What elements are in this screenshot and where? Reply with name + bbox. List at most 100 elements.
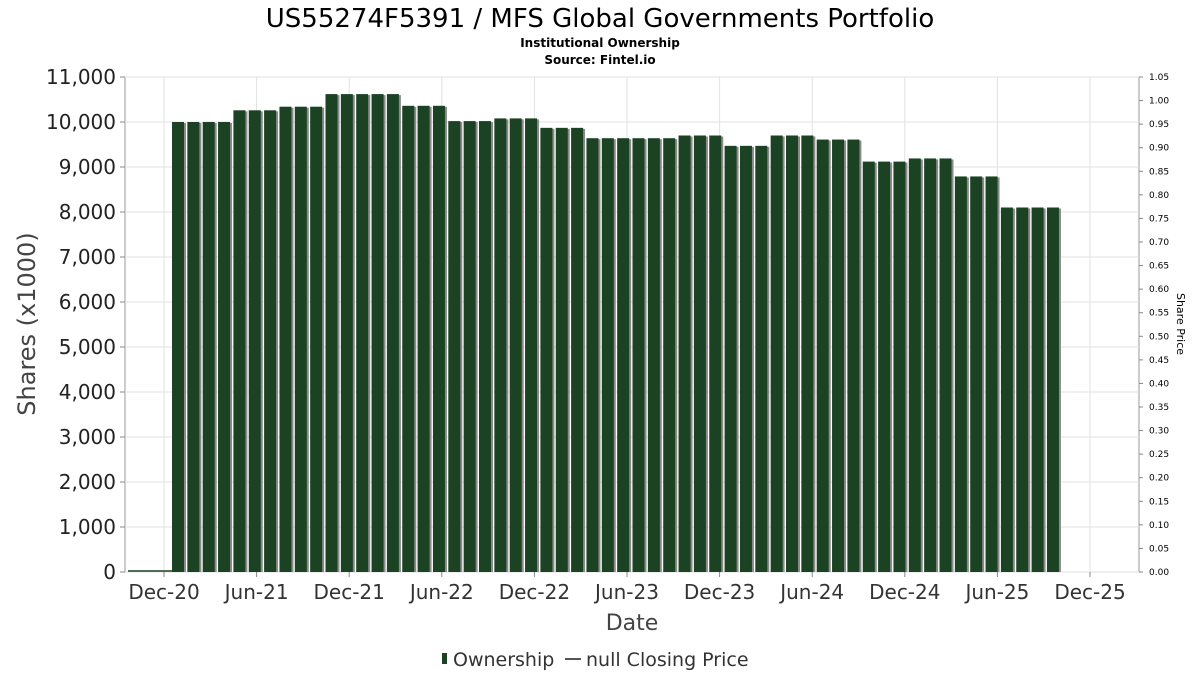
y2-tick-label: 0.55 <box>1149 309 1169 319</box>
bars-group <box>128 94 1061 573</box>
y-axis-label: Shares (x1000) <box>13 232 41 415</box>
bar <box>878 161 891 572</box>
bar <box>601 138 614 572</box>
bar <box>893 161 906 572</box>
bar <box>402 105 415 573</box>
y2-tick-label: 0.45 <box>1149 356 1169 366</box>
bar <box>770 135 783 572</box>
x-tick-label: Jun-24 <box>778 580 844 604</box>
bar <box>847 139 860 573</box>
bar <box>724 145 737 572</box>
y2-tick-label: 1.00 <box>1149 97 1169 107</box>
bar <box>985 176 998 572</box>
chart-source: Source: Fintel.io <box>544 53 655 67</box>
bar <box>494 118 507 573</box>
x-tick-label: Dec-22 <box>499 580 570 604</box>
x-tick-label: Dec-24 <box>869 580 940 604</box>
bar <box>417 105 430 573</box>
bar <box>448 121 461 572</box>
y2-tick-label: 0.90 <box>1149 144 1169 154</box>
bar <box>1016 207 1029 572</box>
bar <box>264 110 277 573</box>
bar <box>509 118 522 573</box>
y-axis-right: 0.00 0.05 0.10 0.15 0.20 0.25 0.30 0.35 0.40 0.45… <box>1139 73 1169 578</box>
y2-tick-label: 0.65 <box>1149 262 1169 272</box>
y2-tick-label: 0.15 <box>1149 497 1169 507</box>
bar <box>540 127 553 572</box>
bar <box>463 121 476 572</box>
y-tick-label: 4,000 <box>59 380 116 404</box>
bar <box>1000 207 1013 572</box>
bar <box>647 138 660 572</box>
y2-tick-label: 0.85 <box>1149 167 1169 177</box>
y2-tick-label: 0.70 <box>1149 238 1169 248</box>
bar <box>340 94 353 572</box>
y-tick-label: 11,000 <box>46 65 116 89</box>
y2-tick-label: 1.05 <box>1149 73 1169 83</box>
legend: Ownership null Closing Price <box>442 649 749 671</box>
bar <box>432 105 445 573</box>
y2-tick-label: 0.00 <box>1149 568 1169 578</box>
bar <box>663 138 676 572</box>
y-tick-label: 7,000 <box>59 245 116 269</box>
bar <box>233 110 246 573</box>
bar <box>786 135 798 572</box>
y2-tick-label: 0.50 <box>1149 332 1169 342</box>
bar <box>816 139 829 573</box>
y-tick-label: 2,000 <box>59 470 116 494</box>
bar <box>202 122 215 572</box>
y2-tick-label: 0.75 <box>1149 214 1169 224</box>
bar <box>1046 207 1059 572</box>
x-tick-label: Jun-22 <box>408 580 474 604</box>
bar <box>832 139 845 573</box>
bar <box>371 94 384 572</box>
y2-tick-label: 0.30 <box>1149 427 1169 437</box>
y-tick-label: 5,000 <box>59 335 116 359</box>
y2-tick-label: 0.80 <box>1149 191 1169 201</box>
x-axis: Dec-20 Jun-21 Dec-21 Jun-22 Dec-22 Jun-23 Dec-… <box>128 572 1126 604</box>
y-tick-label: 9,000 <box>59 155 116 179</box>
chart-title: US55274F5391 / MFS Global Governments Po… <box>266 4 934 34</box>
bar <box>924 158 937 572</box>
y2-tick-label: 0.20 <box>1149 474 1169 484</box>
bar <box>294 106 307 572</box>
bar <box>525 118 538 573</box>
bar <box>908 158 921 572</box>
y-tick-label: 0 <box>103 560 116 584</box>
x-tick-label: Dec-20 <box>128 580 199 604</box>
bar <box>325 94 338 572</box>
bar <box>310 106 323 572</box>
bar <box>617 138 630 572</box>
y2-tick-label: 0.35 <box>1149 403 1169 413</box>
bar <box>586 138 599 572</box>
bar <box>678 135 691 572</box>
x-tick-label: Dec-23 <box>684 580 755 604</box>
bar <box>479 121 491 572</box>
bar <box>356 94 369 572</box>
x-tick-label: Jun-25 <box>963 580 1029 604</box>
bar <box>172 122 184 572</box>
y2-tick-label: 0.95 <box>1149 120 1169 130</box>
x-tick-label: Dec-21 <box>314 580 385 604</box>
y2-tick-label: 0.40 <box>1149 379 1169 389</box>
bar <box>187 122 200 572</box>
chart-subtitle: Institutional Ownership <box>520 36 680 50</box>
bar <box>571 127 584 572</box>
y-tick-label: 1,000 <box>59 515 116 539</box>
y2-tick-label: 0.60 <box>1149 285 1169 295</box>
bar <box>709 135 722 572</box>
bar <box>248 110 261 573</box>
bar <box>970 176 983 572</box>
bar <box>862 161 875 572</box>
bar <box>1031 207 1044 572</box>
y2-axis-label: Share Price <box>1174 293 1187 355</box>
bar <box>386 94 399 572</box>
bar <box>693 135 706 572</box>
legend-ownership-swatch <box>442 653 447 664</box>
bar <box>801 135 814 572</box>
legend-ownership-label: Ownership <box>453 649 554 671</box>
y-tick-label: 8,000 <box>59 200 116 224</box>
x-tick-label: Jun-21 <box>223 580 289 604</box>
bar <box>939 158 952 572</box>
